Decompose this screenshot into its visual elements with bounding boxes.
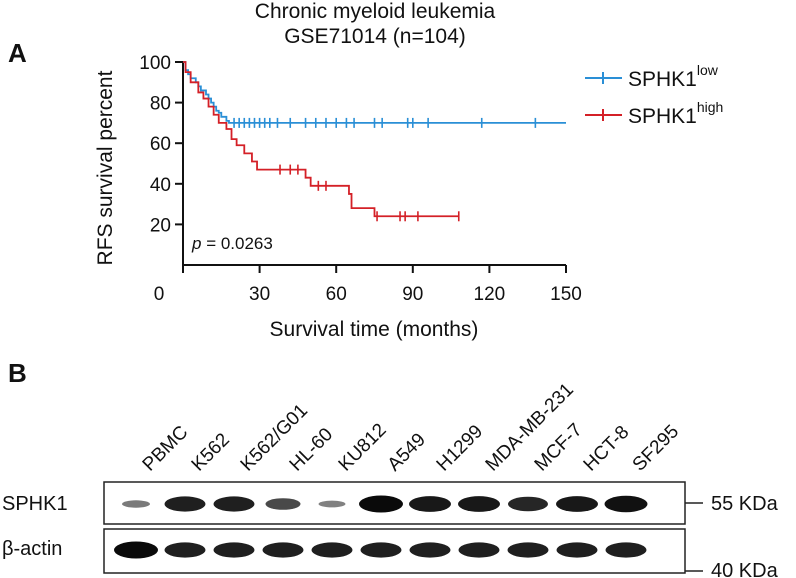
blot-band-actin <box>458 542 500 558</box>
blot-band-sphk1 <box>265 498 301 510</box>
legend-label-high: SPHK1high <box>628 99 723 128</box>
p-value-annotation: p = 0.0263 <box>191 234 273 253</box>
blot-band-actin <box>409 542 451 558</box>
blot-band-sphk1 <box>409 496 451 512</box>
row-label-sphk1: SPHK1 <box>2 493 68 515</box>
legend-label-low: SPHK1low <box>628 62 719 91</box>
blot-band-actin <box>360 542 402 558</box>
blot-band-sphk1 <box>318 500 346 508</box>
p-value-symbol: p <box>191 234 201 253</box>
blot-band-actin <box>213 542 255 558</box>
panel-a-label: A <box>8 38 27 68</box>
legend-sup-low: low <box>697 62 719 78</box>
chart-subtitle: GSE71014 (n=104) <box>284 25 466 48</box>
blot-band-actin <box>556 542 598 558</box>
blot-band-actin <box>311 542 353 558</box>
y-ticks: 20 40 60 80 100 <box>139 53 183 236</box>
lane-label: H1299 <box>433 421 487 475</box>
y-tick-label: 60 <box>150 134 171 155</box>
blot-band-sphk1 <box>458 496 500 512</box>
blot-band-actin <box>114 541 158 559</box>
blot-band-actin <box>507 542 549 558</box>
blot-bands <box>114 495 648 559</box>
lane-label: K562 <box>188 429 234 475</box>
lane-label: HCT-8 <box>580 422 634 476</box>
mw-label-55: 55 KDa <box>711 493 779 515</box>
blot-band-actin <box>262 542 304 558</box>
survival-curves <box>183 61 566 222</box>
y-tick-label: 40 <box>150 175 171 196</box>
blot-band-sphk1 <box>213 496 255 512</box>
blot-band-actin <box>164 542 206 558</box>
legend: SPHK1low SPHK1high <box>585 62 723 128</box>
y-tick-label: 80 <box>150 94 171 115</box>
blot-band-actin <box>605 542 647 558</box>
x-tick-label: 30 <box>249 284 270 305</box>
row-label-actin: β-actin <box>2 538 62 560</box>
legend-sup-high: high <box>697 99 723 115</box>
x-tick-label: 120 <box>474 284 506 305</box>
lane-label: SF295 <box>629 421 683 475</box>
x-axis-label: Survival time (months) <box>270 318 479 341</box>
y-tick-label: 100 <box>139 53 171 74</box>
blot-band-sphk1 <box>508 496 548 512</box>
mw-label-40: 40 KDa <box>711 560 779 578</box>
y-tick-label: 20 <box>150 215 171 236</box>
x-tick-label: 90 <box>402 284 423 305</box>
lane-label: KU812 <box>335 420 391 476</box>
panel-b-label: B <box>8 358 27 388</box>
lane-label: A549 <box>384 429 430 475</box>
chart-title: Chronic myeloid leukemia <box>255 0 496 23</box>
km-curve-low <box>183 61 566 124</box>
blot-band-sphk1 <box>556 496 598 512</box>
p-value-text: = 0.0263 <box>201 234 272 253</box>
legend-name-low: SPHK1 <box>628 68 697 91</box>
blot-frame-actin <box>103 528 686 574</box>
blot-band-sphk1 <box>359 495 403 513</box>
km-curve-high <box>183 61 459 218</box>
y-axis-label: RFS survival percent <box>94 70 117 265</box>
lane-label: PBMC <box>139 422 193 476</box>
x-tick-label: 0 <box>154 284 165 305</box>
x-tick-label: 150 <box>550 284 582 305</box>
blot-band-sphk1 <box>122 500 150 508</box>
x-tick-label: 60 <box>326 284 347 305</box>
x-ticks: 0 30 60 90 120 150 <box>154 265 582 305</box>
legend-name-high: SPHK1 <box>628 105 697 128</box>
blot-band-sphk1 <box>604 495 648 513</box>
blot-band-sphk1 <box>164 496 206 512</box>
